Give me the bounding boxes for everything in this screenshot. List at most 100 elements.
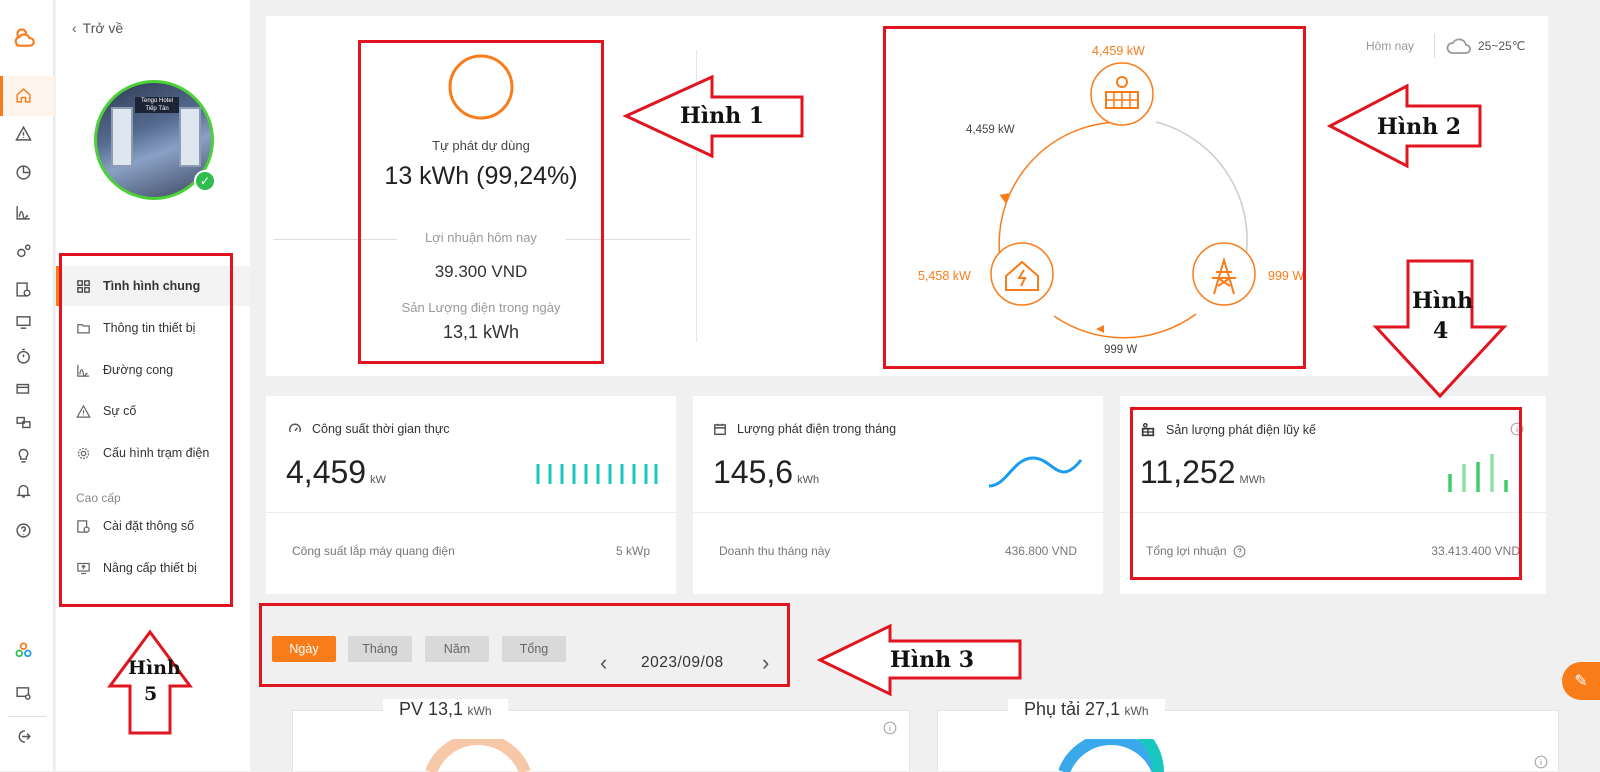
load-chart-card: Phụ tải 27,1 kWh: [937, 699, 1559, 772]
daily-production-label: Sản Lượng điện trong ngày: [401, 300, 561, 315]
realtime-bars-sparkline: [536, 464, 658, 484]
feedback-button[interactable]: ✎: [1562, 662, 1600, 700]
monitor-icon[interactable]: [10, 309, 36, 335]
home-power-label: 5,458 kW: [918, 269, 971, 283]
annotation-label-1: Hình 1: [680, 103, 765, 129]
weather-divider: [1434, 34, 1435, 58]
sidebar-item-device-info[interactable]: Thông tin thiết bị: [56, 308, 250, 348]
info-icon[interactable]: [1510, 422, 1524, 436]
bottom-flow-label: 999 W: [1104, 344, 1138, 356]
info-icon[interactable]: [1534, 755, 1548, 769]
card-divider: [266, 512, 676, 513]
back-label: Trở về: [82, 20, 124, 36]
icon-rail: [0, 0, 54, 771]
device-settings-icon[interactable]: [10, 276, 36, 302]
load-donut-chart: [1058, 739, 1165, 772]
info-icon[interactable]: [883, 721, 897, 735]
avatar-window-right: [179, 107, 201, 167]
stat-value: 145,6: [713, 454, 794, 490]
timer-icon[interactable]: [10, 343, 36, 369]
solar-panel-icon: [1141, 423, 1155, 437]
stat-title: Lượng phát điện trong tháng: [737, 422, 897, 436]
gear-icon: [77, 447, 90, 459]
back-link[interactable]: ‹ Trở về: [72, 20, 123, 36]
card-divider: [1120, 512, 1546, 513]
pie-chart-icon[interactable]: [10, 159, 36, 185]
date-display[interactable]: 2023/09/08: [641, 654, 724, 671]
gauge-icon: [289, 423, 301, 433]
sidebar-item-label: Cài đặt thông số: [103, 519, 195, 533]
avatar-window-left: [111, 107, 133, 167]
curve-icon: [77, 364, 90, 377]
stat-foot-label: Tổng lợi nhuận: [1146, 544, 1227, 558]
cloud-sun-logo-icon[interactable]: [12, 24, 38, 50]
stat-unit: MWh: [1239, 474, 1266, 486]
folder-icon: [77, 323, 90, 333]
monitor-upgrade-icon: [77, 562, 90, 574]
warning-icon: [76, 404, 91, 418]
daily-production-value: 13,1 kWh: [442, 322, 520, 342]
sidebar-item-label: Thông tin thiết bị: [103, 321, 196, 335]
sidebar-item-parameters[interactable]: Cài đặt thông số: [56, 506, 250, 546]
pv-power-label: 4,459 kW: [1092, 44, 1145, 58]
calendar-icon: [714, 423, 726, 435]
profit-label: Lợi nhuận hôm nay: [425, 230, 537, 245]
cloud-icon: [1446, 38, 1471, 54]
sidebar-item-label: Đường cong: [103, 363, 174, 377]
tab-day[interactable]: Ngày: [272, 636, 336, 662]
battery-settings-icon[interactable]: [10, 376, 36, 402]
chevron-right-icon[interactable]: ›: [762, 650, 770, 675]
sidebar-item-station-config[interactable]: Cấu hình trạm điện: [56, 433, 250, 473]
home-icon[interactable]: [10, 82, 36, 108]
cumulative-bars-sparkline: [1448, 454, 1508, 492]
pv-chart-card: PV 13,1 kWh: [292, 699, 910, 772]
stat-value: 4,459: [286, 454, 367, 490]
profit-value: 39.300 VND: [434, 262, 528, 281]
bulb-icon[interactable]: [10, 442, 36, 468]
separator-right: [566, 239, 690, 240]
stat-title: Sản lượng phát điện lũy kế: [1166, 423, 1316, 437]
monthly-wave-sparkline: [988, 456, 1083, 488]
sidebar-item-label: Cấu hình trạm điện: [103, 446, 210, 460]
stat-unit: kW: [370, 474, 386, 486]
annotation-label-4b: 4: [1433, 318, 1449, 344]
annotation-label-2: Hình 2: [1377, 114, 1462, 140]
separator-left: [273, 239, 397, 240]
help-circle-icon[interactable]: [1233, 545, 1246, 558]
screen-settings-icon[interactable]: [10, 680, 36, 706]
sidebar-item-upgrade[interactable]: Nâng cấp thiết bị: [56, 548, 250, 588]
transfer-icon[interactable]: [10, 409, 36, 435]
tab-month[interactable]: Tháng: [348, 636, 412, 662]
load-title: Phụ tải 27,1: [1024, 699, 1121, 719]
chevron-left-icon[interactable]: ‹: [600, 650, 608, 675]
curve-chart-icon[interactable]: [10, 199, 36, 225]
gears-icon[interactable]: [10, 238, 36, 264]
annotation-label-5b: 5: [144, 683, 158, 705]
panel-vertical-divider: [696, 50, 697, 342]
help-icon[interactable]: [10, 517, 36, 543]
self-use-value: 13 kWh (99,24%): [384, 162, 578, 190]
sidebar-section-advanced: Cao cấp: [76, 491, 121, 505]
stat-card-cumulative-generation: Sản lượng phát điện lũy kế 11,252 MWh Tổn…: [1120, 396, 1546, 594]
stat-foot-label: Công suất lắp máy quang điện: [292, 544, 455, 558]
settings-doc-icon: [77, 519, 90, 533]
sidebar-item-overview[interactable]: Tình hình chung: [56, 266, 250, 306]
bell-icon[interactable]: [10, 477, 36, 503]
annotation-label-5a: Hình: [128, 657, 181, 679]
annotation-label-3: Hình 3: [890, 647, 975, 673]
sidebar-item-curve[interactable]: Đường cong: [56, 350, 250, 390]
stat-foot-label: Doanh thu tháng này: [719, 544, 831, 558]
overview-panel: Tự phát dự dùng 13 kWh (99,24%) Lợi nhuậ…: [266, 16, 1548, 376]
tri-color-logo-icon[interactable]: [10, 637, 36, 663]
sidebar-item-incident[interactable]: Sự cố: [56, 391, 250, 431]
stat-card-realtime-power: Công suất thời gian thực 4,459 kW Công su…: [266, 396, 676, 594]
tab-year[interactable]: Năm: [425, 636, 489, 662]
tab-total[interactable]: Tổng: [502, 636, 566, 662]
stat-unit: kWh: [797, 474, 820, 486]
self-use-ring: [448, 54, 514, 120]
alert-icon[interactable]: [10, 120, 36, 146]
self-use-title: Tự phát dự dùng: [432, 138, 530, 153]
logout-icon[interactable]: [10, 723, 36, 749]
rail-active-indicator: [0, 76, 54, 116]
